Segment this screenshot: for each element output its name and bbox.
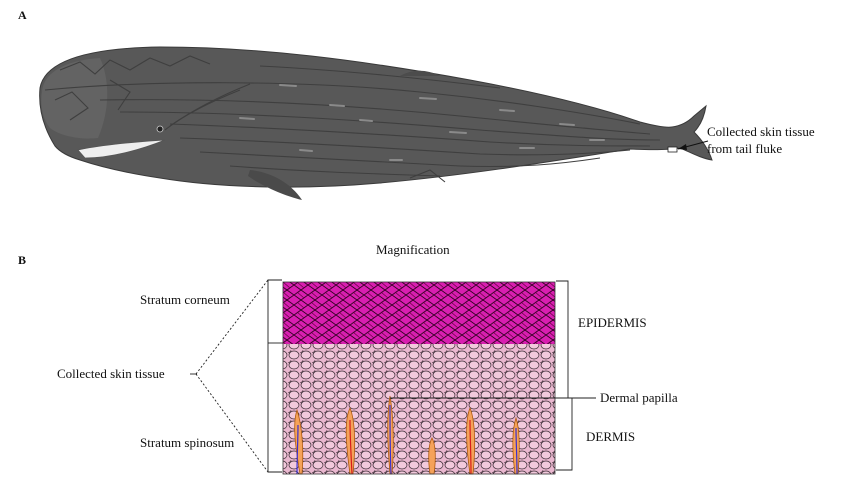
magnification-title: Magnification (376, 242, 450, 257)
dermis-bracket (556, 397, 573, 471)
fluke-arrowhead-icon (678, 144, 687, 150)
fluke-label-line1: Collected skin tissue (707, 124, 815, 139)
dermal-vessels (296, 404, 518, 475)
stratum-corneum-layer (283, 282, 555, 344)
panel-label-a: A (18, 8, 27, 22)
whale-body (39, 46, 713, 200)
stratum-spinosum-label: Stratum spinosum (140, 435, 235, 450)
skin-section-border (282, 281, 556, 475)
skin-section (282, 281, 556, 475)
fluke-sample-marker (667, 146, 678, 153)
stratum-corneum-label: Stratum corneum (140, 292, 230, 307)
epidermis-bracket (556, 280, 569, 399)
dermal-papilla-label: Dermal papilla (600, 390, 678, 405)
whale-skin-lines (44, 55, 661, 183)
collected-tissue-label: Collected skin tissue (57, 366, 165, 381)
dermis-label: DERMIS (586, 429, 636, 444)
stratum-spinosum-layer (283, 344, 555, 474)
panel-label-b: B (18, 253, 27, 267)
magnification-bracket (190, 279, 283, 473)
fluke-label-line2: from tail fluke (707, 141, 783, 156)
epidermis-label: EPIDERMIS (578, 315, 647, 330)
whale-skin-highlights (239, 84, 605, 161)
